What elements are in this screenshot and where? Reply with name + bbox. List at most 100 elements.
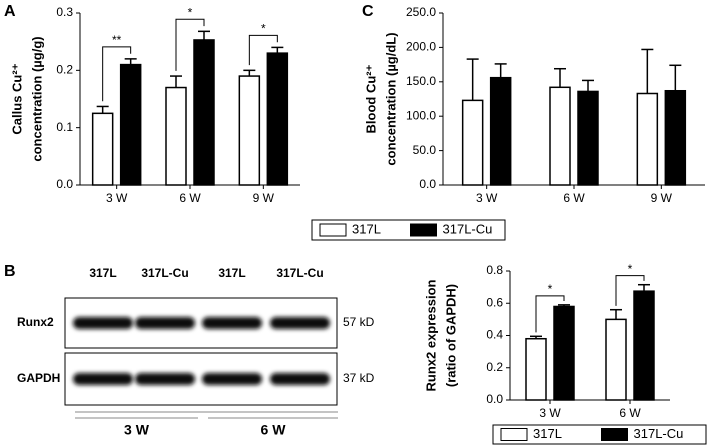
y-axis-label: Callus Cu²⁺ bbox=[9, 63, 24, 134]
y-tick-label: 200.0 bbox=[406, 40, 436, 54]
error-bar bbox=[96, 105, 109, 114]
blot-row-label: Runx2 bbox=[17, 315, 54, 329]
blot-band bbox=[270, 373, 330, 385]
blot-column-label: 317L-Cu bbox=[276, 266, 323, 280]
error-bar bbox=[610, 308, 622, 320]
y-tick-label: 50.0 bbox=[413, 143, 437, 157]
bar bbox=[605, 318, 627, 401]
bar bbox=[525, 337, 547, 401]
blot-band bbox=[73, 317, 133, 329]
error-bar bbox=[170, 75, 182, 88]
legend-swatch bbox=[601, 428, 628, 441]
y-tick-label: 0.8 bbox=[486, 263, 503, 277]
bar bbox=[461, 99, 484, 186]
y-axis-label: (ratio of GAPDH) bbox=[443, 284, 458, 387]
blot-band bbox=[73, 373, 133, 385]
y-tick-label: 0.3 bbox=[56, 5, 73, 19]
bar bbox=[664, 89, 687, 186]
y-tick-label: 0.2 bbox=[56, 63, 73, 77]
x-tick-label: 3 W bbox=[539, 406, 561, 420]
legend-swatch bbox=[410, 223, 437, 237]
blot-row-label: GAPDH bbox=[17, 371, 60, 385]
x-tick-label: 3 W bbox=[106, 191, 128, 205]
bar bbox=[193, 39, 215, 186]
bar bbox=[577, 90, 599, 186]
x-tick-label: 9 W bbox=[253, 191, 275, 205]
x-tick-label: 6 W bbox=[619, 406, 641, 420]
y-tick-label: 0.0 bbox=[56, 177, 73, 191]
significance-label: * bbox=[261, 22, 266, 36]
blot-band bbox=[135, 317, 195, 329]
significance-bracket bbox=[615, 275, 645, 306]
x-tick-label: 3 W bbox=[476, 191, 498, 205]
bar bbox=[165, 86, 187, 186]
legend-label: 317L-Cu bbox=[443, 221, 493, 236]
panel-letter: C bbox=[362, 3, 374, 20]
blot-size-label: 57 kD bbox=[343, 315, 375, 329]
y-axis-label: concentration (µg/dL) bbox=[383, 32, 398, 165]
error-bar bbox=[198, 30, 210, 40]
blot-column-label: 317L bbox=[218, 266, 245, 280]
legend-label: 317L bbox=[533, 426, 562, 441]
legend-label: 317L bbox=[352, 221, 381, 236]
y-axis-label: concentration (µg/g) bbox=[29, 36, 44, 161]
blot-band bbox=[135, 373, 195, 385]
significance-bracket bbox=[175, 18, 205, 71]
significance-bracket bbox=[102, 46, 132, 102]
y-tick-label: 0.0 bbox=[486, 392, 503, 406]
blot-size-label: 37 kD bbox=[343, 371, 375, 385]
error-bar bbox=[494, 63, 507, 78]
y-tick-label: 150.0 bbox=[406, 74, 436, 88]
y-tick-label: 0.0 bbox=[419, 177, 436, 191]
y-tick-label: 0.4 bbox=[486, 328, 503, 342]
x-tick-label: 9 W bbox=[651, 191, 673, 205]
bar bbox=[119, 63, 142, 186]
error-bar bbox=[638, 283, 650, 292]
bar bbox=[553, 305, 575, 401]
y-tick-label: 0.1 bbox=[56, 120, 73, 134]
blot-group-label: 6 W bbox=[261, 422, 287, 438]
significance-bracket bbox=[248, 34, 278, 66]
y-tick-label: 0.6 bbox=[486, 295, 503, 309]
bar bbox=[91, 112, 114, 186]
blot-band bbox=[202, 317, 262, 329]
blot-group-label: 3 W bbox=[124, 422, 150, 438]
y-tick-label: 100.0 bbox=[406, 108, 436, 122]
legend-box bbox=[492, 424, 707, 445]
legend-label: 317L-Cu bbox=[634, 426, 684, 441]
error-bar bbox=[243, 69, 256, 77]
bar bbox=[266, 52, 289, 186]
x-tick-label: 6 W bbox=[179, 191, 201, 205]
bar bbox=[549, 86, 571, 186]
y-tick-label: 0.2 bbox=[486, 360, 503, 374]
blot-band bbox=[202, 373, 262, 385]
significance-bracket bbox=[535, 295, 565, 333]
error-bar bbox=[554, 67, 566, 88]
blot-band bbox=[270, 317, 330, 329]
legend-box bbox=[311, 219, 506, 241]
legend-swatch bbox=[319, 223, 347, 237]
y-tick-label: 250.0 bbox=[406, 5, 436, 19]
error-bar bbox=[641, 48, 654, 94]
x-tick-label: 6 W bbox=[563, 191, 585, 205]
panel-letter: B bbox=[4, 263, 16, 280]
blot-column-label: 317L bbox=[89, 266, 116, 280]
error-bar bbox=[271, 46, 284, 54]
panel-letter: A bbox=[4, 3, 16, 20]
error-bar bbox=[582, 79, 594, 92]
significance-label: * bbox=[628, 262, 633, 276]
blot-column-label: 317L-Cu bbox=[141, 266, 188, 280]
bar bbox=[636, 92, 659, 186]
error-bar bbox=[669, 64, 682, 91]
significance-label: * bbox=[548, 282, 553, 296]
error-bar bbox=[124, 58, 137, 65]
significance-label: ** bbox=[112, 33, 122, 47]
bar bbox=[238, 75, 261, 186]
y-axis-label: Blood Cu²⁺ bbox=[363, 64, 378, 133]
legend-swatch bbox=[500, 428, 528, 441]
bar bbox=[489, 76, 512, 186]
bar bbox=[633, 290, 655, 401]
significance-label: * bbox=[188, 5, 193, 19]
y-axis-label: Runx2 expression bbox=[423, 279, 438, 391]
